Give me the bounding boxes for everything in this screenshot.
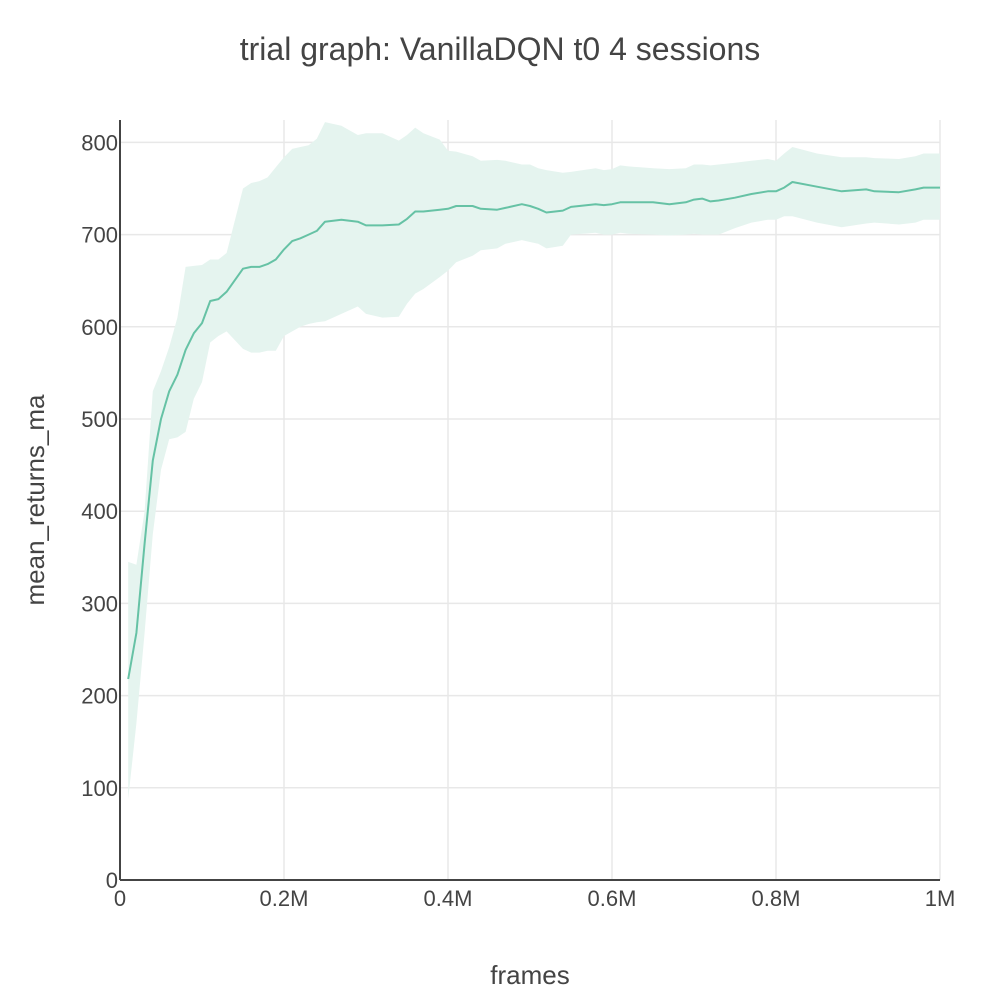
x-tick-label: 0.4M [424, 886, 473, 911]
y-tick-label: 600 [81, 315, 118, 340]
x-tick-label: 0.6M [588, 886, 637, 911]
y-tick-label: 100 [81, 776, 118, 801]
y-tick-label: 400 [81, 499, 118, 524]
y-tick-label: 800 [81, 130, 118, 155]
x-tick-label: 0 [114, 886, 126, 911]
x-tick-label: 0.8M [752, 886, 801, 911]
y-tick-label: 200 [81, 684, 118, 709]
series-line [127, 181, 940, 680]
confidence-band [128, 122, 940, 799]
y-tick-label: 500 [81, 407, 118, 432]
y-tick-label: 300 [81, 591, 118, 616]
y-axis-title: mean_returns_ma [20, 394, 50, 606]
y-tick-labels: 0 100 200 300 400 500 600 700 800 [81, 130, 118, 893]
y-tick-label: 700 [81, 223, 118, 248]
x-axis-title: frames [490, 960, 569, 990]
chart-title: trial graph: VanillaDQN t0 4 sessions [240, 31, 761, 67]
x-tick-label: 0.2M [260, 886, 309, 911]
x-tick-labels: 0 0.2M 0.4M 0.6M 0.8M 1M [114, 886, 955, 911]
y-tick-label: 0 [106, 868, 118, 893]
x-tick-label: 1M [925, 886, 956, 911]
